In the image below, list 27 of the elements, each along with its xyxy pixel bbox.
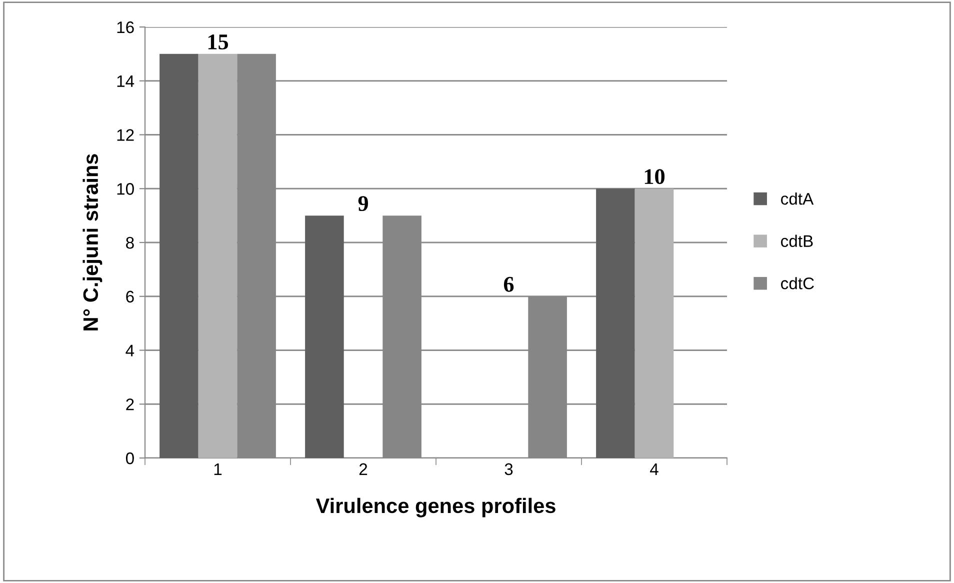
legend-label: cdtA: [781, 192, 814, 205]
legend-label: cdtB: [781, 234, 813, 248]
y-tick-label: 10: [117, 183, 134, 195]
annotation: 15: [208, 34, 228, 50]
x-tick-label: 3: [504, 463, 513, 476]
y-tick-label: 4: [126, 344, 134, 356]
annotation: 6: [504, 276, 514, 292]
annotation: 9: [358, 196, 368, 212]
x-tick-label: 4: [650, 463, 658, 475]
y-tick-label: 8: [126, 236, 134, 249]
y-tick-label: 2: [126, 398, 134, 410]
y-tick-label: 6: [126, 290, 134, 303]
bar: [198, 54, 238, 458]
bar: [596, 188, 635, 458]
legend-label: cdtC: [781, 277, 814, 290]
y-tick-label: 0: [126, 452, 134, 464]
y-tick-label: 12: [117, 129, 134, 141]
x-axis-title: Virulence genes profiles: [316, 498, 556, 518]
y-tick-label: 16: [117, 21, 134, 34]
bar: [634, 188, 674, 458]
x-tick-label: 2: [359, 463, 368, 475]
bar: [160, 54, 198, 458]
y-tick-label: 14: [117, 75, 134, 87]
y-axis-title: N° C.jejuni strains: [82, 154, 102, 330]
bar: [305, 216, 344, 458]
annotation: 10: [644, 169, 665, 184]
x-tick-label: 1: [214, 463, 222, 475]
